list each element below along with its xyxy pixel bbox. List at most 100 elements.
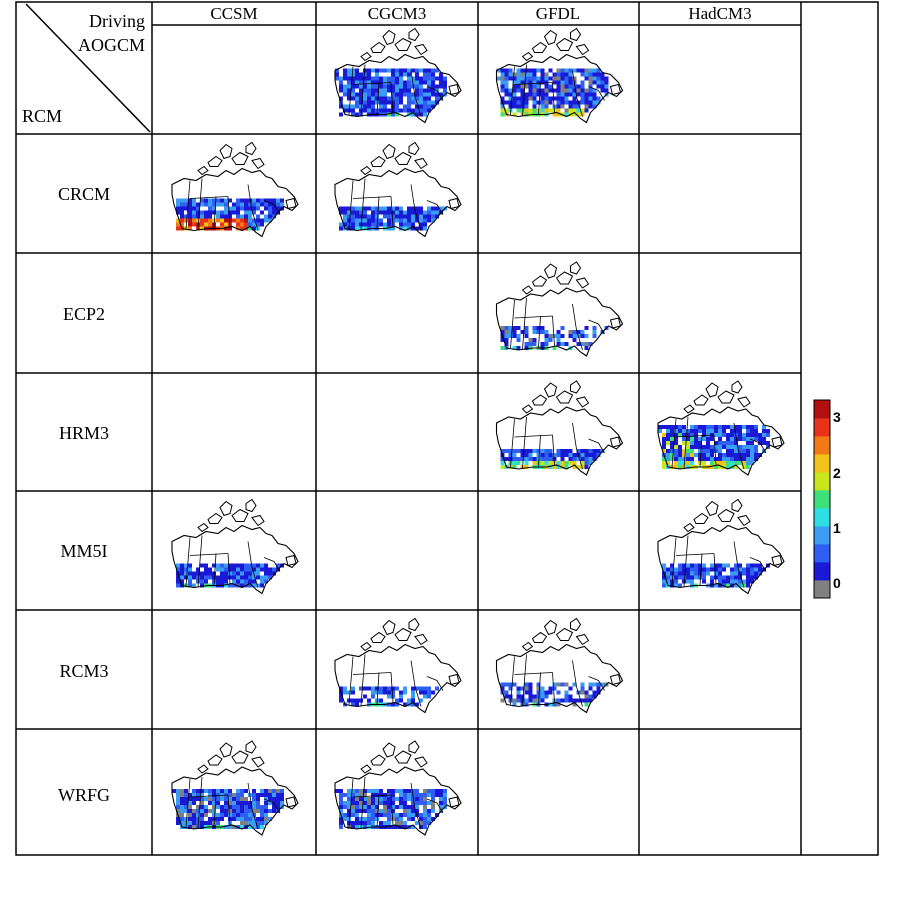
map-pixel [236, 793, 240, 797]
map-pixel [520, 104, 525, 109]
map-pixel [496, 68, 501, 73]
map-pixel [710, 437, 714, 441]
column-header-cgcm3: CGCM3 [368, 4, 427, 23]
colorbar-swatch [814, 400, 830, 419]
map-pixel [355, 698, 359, 703]
map-pixel [240, 805, 244, 809]
map-pixel [395, 813, 399, 817]
map-pixel [500, 104, 505, 109]
map-pixel [443, 84, 447, 89]
map-pixel [192, 583, 196, 588]
map-pixel [172, 789, 176, 793]
map-pixel [427, 72, 431, 77]
map-pixel [600, 76, 605, 81]
map-pixel [666, 453, 670, 457]
map-pixel [359, 88, 363, 93]
arctic-island-outline [609, 436, 622, 448]
map-pixel [395, 68, 399, 73]
map-pixel [355, 821, 359, 825]
map-pixel [379, 92, 383, 97]
map-pixel [718, 575, 722, 580]
map-pixel [592, 457, 597, 461]
map-pixel [415, 805, 419, 809]
arctic-island-outline [771, 436, 783, 448]
map-pixel [710, 457, 714, 461]
map-pixel [363, 817, 367, 821]
map-pixel [588, 84, 593, 89]
map-pixel [431, 80, 435, 85]
map-pixel [256, 222, 260, 227]
map-pixel [343, 813, 347, 817]
map-pixel [355, 68, 359, 73]
map-pixel [592, 694, 597, 699]
map-pixel [260, 579, 264, 584]
arctic-island-outline [197, 165, 209, 176]
map-pixel [351, 821, 355, 825]
map-pixel [584, 449, 589, 453]
map-pixel [276, 206, 280, 211]
map-pixel [560, 342, 565, 346]
map-pixel [730, 437, 734, 441]
map-pixel [240, 571, 244, 576]
map-pixel [264, 206, 268, 211]
map-pixel [508, 88, 513, 93]
map-pixel [268, 793, 272, 797]
arctic-island-outline [683, 522, 695, 533]
map-pixel [500, 96, 505, 101]
map-pixel [540, 342, 545, 346]
map-pixel [407, 104, 411, 109]
map-pixel [375, 801, 379, 805]
arctic-island-outline [448, 83, 460, 96]
map-pixel [662, 441, 666, 445]
map-pixel [524, 68, 529, 73]
map-pixel [584, 702, 589, 707]
map-pixel [419, 112, 423, 117]
map-pixel [188, 222, 192, 227]
map-pixel [208, 222, 212, 227]
map-pixel [742, 579, 746, 584]
map-pixel [248, 226, 252, 231]
map-pixel [240, 563, 244, 568]
map-pixel [395, 206, 399, 211]
map-pixel [568, 330, 573, 334]
province-boundary [683, 416, 689, 469]
map-pixel [351, 805, 355, 809]
map-pixel [576, 330, 581, 334]
map-pixel [686, 441, 690, 445]
map-pixel [375, 813, 379, 817]
map-pixel [192, 789, 196, 793]
map-pixel [686, 579, 690, 584]
map-pixel [431, 206, 435, 211]
map-pixel [224, 563, 228, 568]
map-pixel [256, 563, 260, 568]
map-pixel [367, 72, 371, 77]
map-pixel [351, 222, 355, 227]
map-pixel [726, 449, 730, 453]
map-pixel [236, 214, 240, 219]
map-pixel [363, 226, 367, 231]
province-boundary [197, 178, 203, 230]
map-pixel [702, 461, 706, 465]
map-pixel [674, 445, 678, 449]
map-pixel [208, 801, 212, 805]
map-pixel [399, 72, 403, 77]
map-pixel [718, 461, 722, 465]
map-pixel [742, 437, 746, 441]
map-pixel [662, 433, 666, 437]
map-pixel [698, 441, 702, 445]
map-pixel [714, 571, 718, 576]
map-pixel [524, 453, 529, 457]
map-pixel [758, 433, 762, 437]
map-pixel [268, 571, 272, 576]
map-pixel [355, 72, 359, 77]
map-pixel [722, 425, 726, 429]
map-pixel [367, 100, 371, 105]
arctic-island-outline [570, 380, 582, 394]
map-pixel [188, 214, 192, 219]
map-pixel [379, 801, 383, 805]
arctic-island-outline [543, 382, 558, 398]
map-pixel [216, 821, 220, 825]
map-pixel [592, 68, 597, 73]
arctic-island-outline [543, 263, 558, 279]
map-pixel [224, 575, 228, 580]
